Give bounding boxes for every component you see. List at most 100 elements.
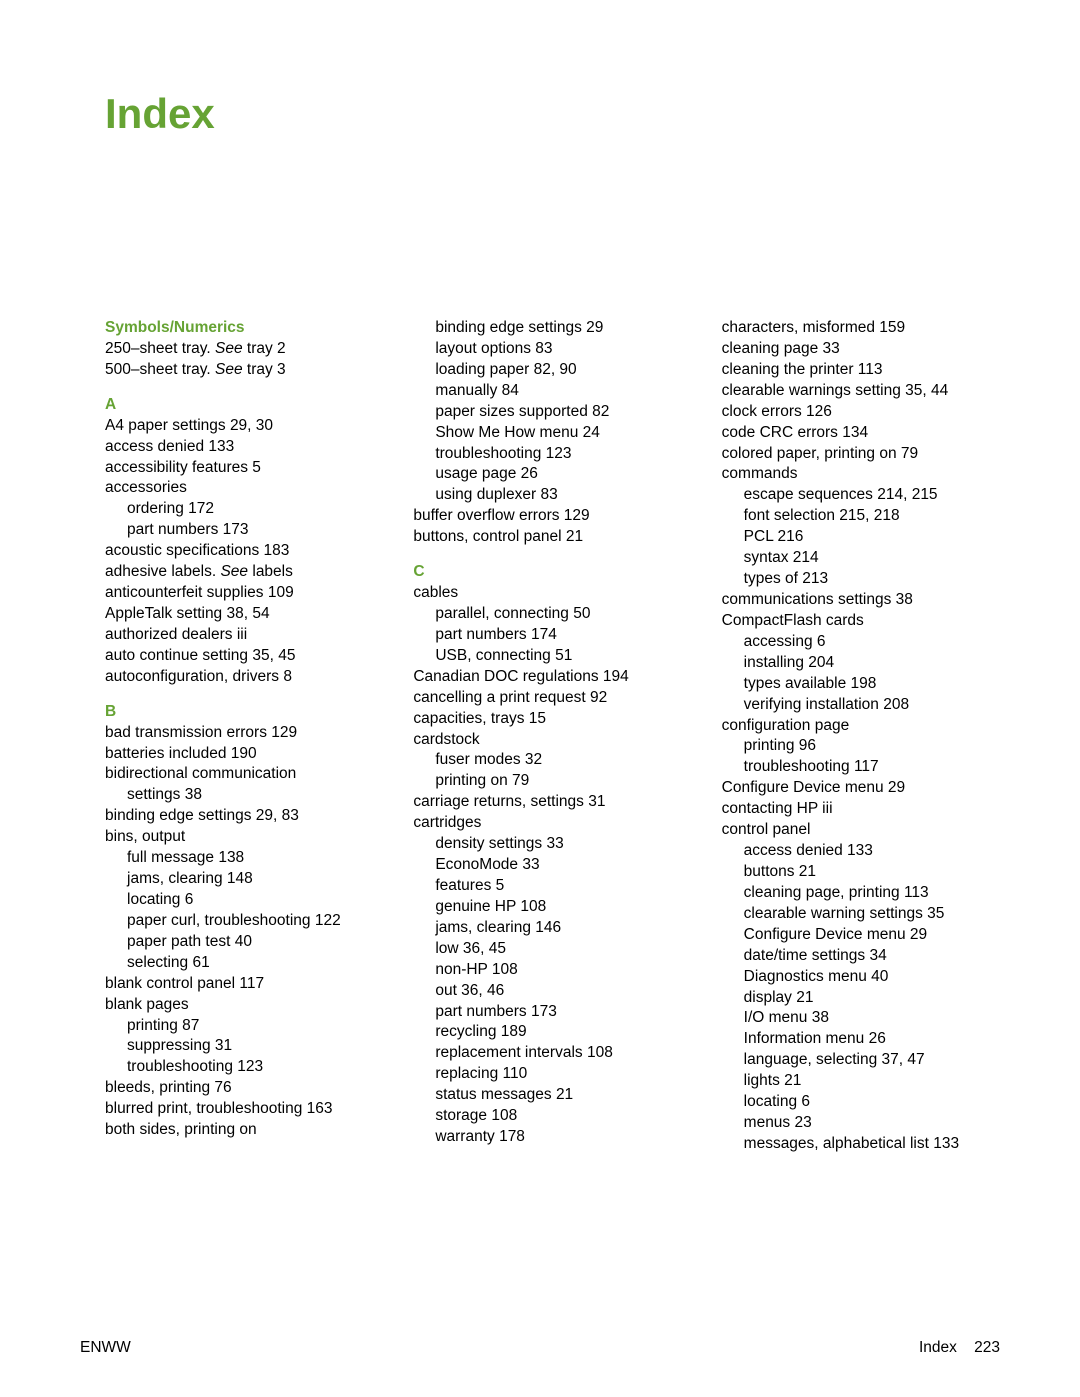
page-footer: ENWW Index 223	[80, 1339, 1000, 1357]
index-entry: troubleshooting 123	[105, 1057, 383, 1078]
index-entry: manually 84	[413, 381, 691, 402]
index-entry: cartridges	[413, 813, 691, 834]
index-entry: Information menu 26	[722, 1029, 1000, 1050]
index-entry: A4 paper settings 29, 30	[105, 416, 383, 437]
index-entry: control panel	[722, 820, 1000, 841]
index-entry: types available 198	[722, 674, 1000, 695]
index-entry: non-HP 108	[413, 960, 691, 981]
index-entry: paper curl, troubleshooting 122	[105, 911, 383, 932]
index-entry: lights 21	[722, 1071, 1000, 1092]
index-column-2: binding edge settings 29layout options 8…	[413, 318, 691, 1155]
index-entry: fuser modes 32	[413, 750, 691, 771]
index-entry: bins, output	[105, 827, 383, 848]
index-entry: binding edge settings 29, 83	[105, 806, 383, 827]
index-entry: configuration page	[722, 716, 1000, 737]
index-entry: Show Me How menu 24	[413, 423, 691, 444]
index-entry: bad transmission errors 129	[105, 723, 383, 744]
index-entry: jams, clearing 148	[105, 869, 383, 890]
footer-right: Index 223	[919, 1339, 1000, 1357]
index-entry: commands	[722, 464, 1000, 485]
index-section-head: Symbols/Numerics	[105, 318, 383, 339]
index-entry: suppressing 31	[105, 1036, 383, 1057]
index-entry: font selection 215, 218	[722, 506, 1000, 527]
index-entry: troubleshooting 117	[722, 757, 1000, 778]
index-entry: access denied 133	[722, 841, 1000, 862]
index-entry: accessories	[105, 478, 383, 499]
index-entry: accessing 6	[722, 632, 1000, 653]
index-entry: genuine HP 108	[413, 897, 691, 918]
index-entry: Configure Device menu 29	[722, 778, 1000, 799]
index-column-3: characters, misformed 159cleaning page 3…	[722, 318, 1000, 1155]
index-entry: using duplexer 83	[413, 485, 691, 506]
page-title: Index	[105, 90, 1000, 138]
index-entry: printing 87	[105, 1016, 383, 1037]
index-entry: settings 38	[105, 785, 383, 806]
index-entry: acoustic specifications 183	[105, 541, 383, 562]
index-entry: Canadian DOC regulations 194	[413, 667, 691, 688]
index-entry: replacement intervals 108	[413, 1043, 691, 1064]
index-entry: buffer overflow errors 129	[413, 506, 691, 527]
index-entry: features 5	[413, 876, 691, 897]
index-entry: warranty 178	[413, 1127, 691, 1148]
index-entry: display 21	[722, 988, 1000, 1009]
index-entry: anticounterfeit supplies 109	[105, 583, 383, 604]
index-entry: carriage returns, settings 31	[413, 792, 691, 813]
index-entry: cardstock	[413, 730, 691, 751]
index-section-head: C	[413, 562, 691, 583]
index-entry: syntax 214	[722, 548, 1000, 569]
index-entry: out 36, 46	[413, 981, 691, 1002]
index-entry: authorized dealers iii	[105, 625, 383, 646]
index-entry: auto continue setting 35, 45	[105, 646, 383, 667]
index-entry: capacities, trays 15	[413, 709, 691, 730]
index-entry: code CRC errors 134	[722, 423, 1000, 444]
index-entry: paper path test 40	[105, 932, 383, 953]
index-entry: AppleTalk setting 38, 54	[105, 604, 383, 625]
index-entry: density settings 33	[413, 834, 691, 855]
index-columns: Symbols/Numerics250–sheet tray. See tray…	[105, 318, 1000, 1155]
index-entry: paper sizes supported 82	[413, 402, 691, 423]
index-entry: blurred print, troubleshooting 163	[105, 1099, 383, 1120]
index-entry: EconoMode 33	[413, 855, 691, 876]
index-entry: usage page 26	[413, 464, 691, 485]
index-entry: cables	[413, 583, 691, 604]
index-entry: printing 96	[722, 736, 1000, 757]
index-entry: bidirectional communication	[105, 764, 383, 785]
index-entry: verifying installation 208	[722, 695, 1000, 716]
index-entry: status messages 21	[413, 1085, 691, 1106]
index-entry: Configure Device menu 29	[722, 925, 1000, 946]
index-entry: bleeds, printing 76	[105, 1078, 383, 1099]
index-entry: Diagnostics menu 40	[722, 967, 1000, 988]
index-entry: types of 213	[722, 569, 1000, 590]
index-entry: recycling 189	[413, 1022, 691, 1043]
index-entry: cleaning page 33	[722, 339, 1000, 360]
index-entry: buttons 21	[722, 862, 1000, 883]
index-entry: communications settings 38	[722, 590, 1000, 611]
index-entry: clock errors 126	[722, 402, 1000, 423]
index-entry: buttons, control panel 21	[413, 527, 691, 548]
index-entry: 500–sheet tray. See tray 3	[105, 360, 383, 381]
index-entry: jams, clearing 146	[413, 918, 691, 939]
index-entry: colored paper, printing on 79	[722, 444, 1000, 465]
index-entry: both sides, printing on	[105, 1120, 383, 1141]
index-entry: clearable warnings setting 35, 44	[722, 381, 1000, 402]
index-entry: selecting 61	[105, 953, 383, 974]
index-entry: full message 138	[105, 848, 383, 869]
index-entry: CompactFlash cards	[722, 611, 1000, 632]
index-entry: ordering 172	[105, 499, 383, 520]
index-entry: part numbers 173	[105, 520, 383, 541]
index-section-head: B	[105, 702, 383, 723]
index-entry: troubleshooting 123	[413, 444, 691, 465]
index-entry: autoconfiguration, drivers 8	[105, 667, 383, 688]
index-entry: menus 23	[722, 1113, 1000, 1134]
index-entry: locating 6	[105, 890, 383, 911]
index-entry: access denied 133	[105, 437, 383, 458]
index-entry: escape sequences 214, 215	[722, 485, 1000, 506]
index-entry: USB, connecting 51	[413, 646, 691, 667]
index-entry: binding edge settings 29	[413, 318, 691, 339]
index-entry: contacting HP iii	[722, 799, 1000, 820]
index-entry: blank control panel 117	[105, 974, 383, 995]
index-entry: clearable warning settings 35	[722, 904, 1000, 925]
index-entry: 250–sheet tray. See tray 2	[105, 339, 383, 360]
index-entry: printing on 79	[413, 771, 691, 792]
index-entry: language, selecting 37, 47	[722, 1050, 1000, 1071]
